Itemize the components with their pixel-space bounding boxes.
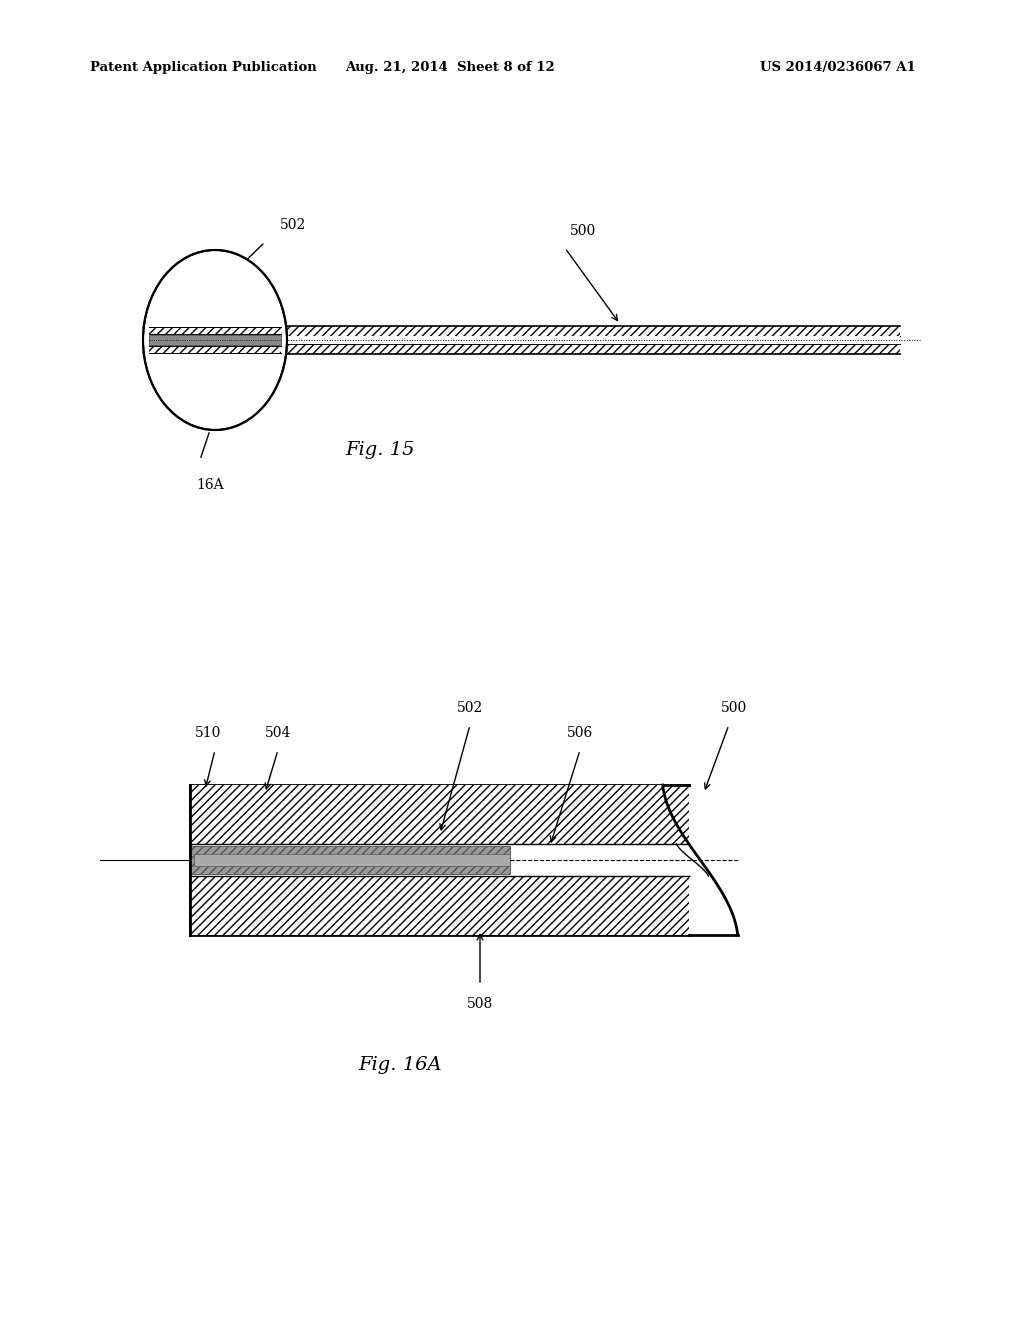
Ellipse shape bbox=[143, 249, 287, 430]
Bar bbox=[190, 843, 689, 876]
Bar bbox=[148, 346, 282, 352]
Bar bbox=[148, 327, 282, 334]
Bar bbox=[190, 846, 510, 874]
Bar bbox=[190, 876, 689, 935]
Bar bbox=[190, 785, 689, 843]
Bar bbox=[148, 335, 282, 345]
Bar bbox=[194, 854, 510, 866]
Bar bbox=[190, 337, 900, 345]
Bar bbox=[190, 326, 900, 337]
Text: 506: 506 bbox=[567, 726, 593, 741]
Bar bbox=[190, 846, 510, 874]
Text: 500: 500 bbox=[570, 224, 596, 238]
Text: Patent Application Publication: Patent Application Publication bbox=[90, 62, 316, 74]
Bar bbox=[190, 345, 900, 354]
Text: 510: 510 bbox=[195, 726, 221, 741]
Text: 504: 504 bbox=[265, 726, 291, 741]
Text: 508: 508 bbox=[467, 997, 494, 1011]
Text: Fig. 16A: Fig. 16A bbox=[358, 1056, 441, 1074]
Text: 500: 500 bbox=[721, 701, 746, 715]
Bar bbox=[148, 346, 282, 352]
Text: 16A: 16A bbox=[197, 478, 224, 492]
Text: US 2014/0236067 A1: US 2014/0236067 A1 bbox=[760, 62, 915, 74]
Bar bbox=[148, 327, 282, 334]
Bar bbox=[190, 326, 900, 337]
Bar bbox=[190, 345, 900, 354]
Text: Fig. 15: Fig. 15 bbox=[345, 441, 415, 459]
Text: 502: 502 bbox=[280, 218, 306, 232]
Bar bbox=[190, 785, 689, 843]
Bar bbox=[190, 876, 689, 935]
Text: 502: 502 bbox=[457, 701, 483, 715]
Text: Aug. 21, 2014  Sheet 8 of 12: Aug. 21, 2014 Sheet 8 of 12 bbox=[345, 62, 555, 74]
